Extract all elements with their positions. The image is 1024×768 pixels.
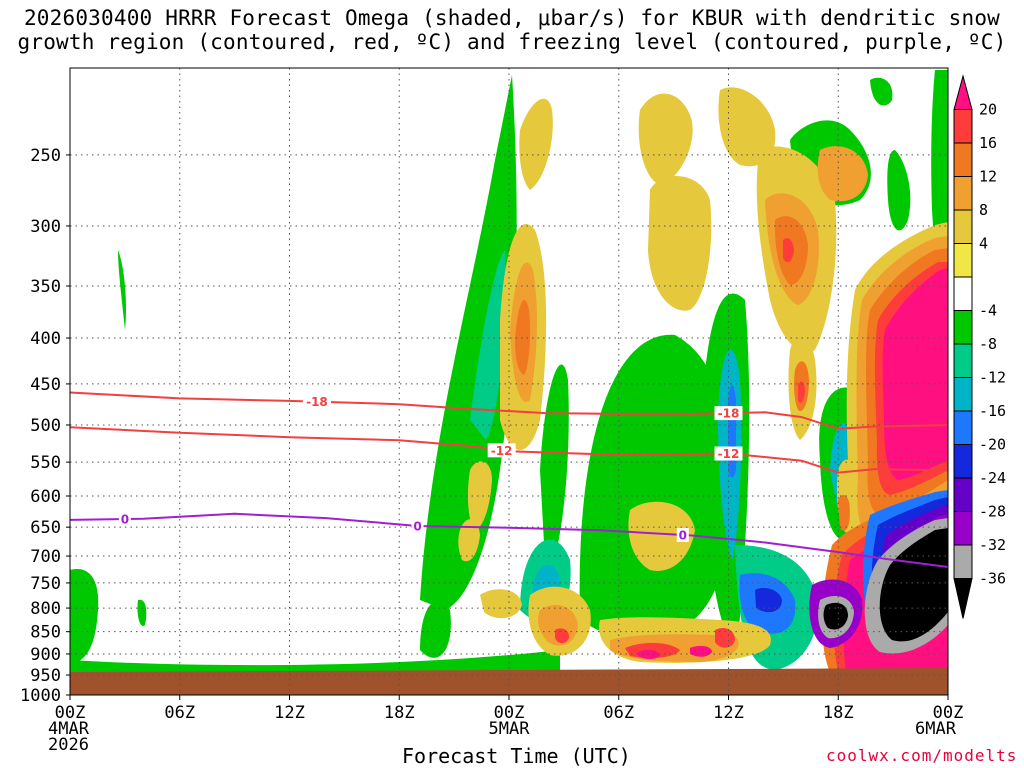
colorbar-label-7: -12 — [979, 369, 1006, 387]
dgz-18-label-bg-1 — [714, 406, 743, 421]
freezing-level-label-1: 0 — [413, 519, 421, 533]
x-tick-label-0-0: 00Z — [55, 703, 86, 723]
x-tick-label-12-0: 12Z — [274, 703, 305, 723]
colorbar-label-8: -16 — [979, 402, 1006, 420]
dgz-18-label-0: -18 — [306, 395, 328, 409]
x-tick-label-30-0: 06Z — [603, 703, 634, 723]
y-tick-label-750: 750 — [30, 574, 61, 594]
colorbar: 20 16 12 8 4 -4 -8 -12 -16 -20 -24 -28 -32 -36 — [953, 74, 1006, 619]
freezing-level-label-bg-0 — [118, 512, 131, 527]
dgz-12-label-bg-0 — [487, 443, 516, 458]
title-line-2: growth region (contoured, red, ºC) and f… — [17, 30, 1007, 54]
colorbar-label-3: 8 — [979, 201, 988, 219]
colorbar-segment-11 — [953, 444, 973, 479]
y-tick-label-850: 850 — [30, 623, 61, 643]
colorbar-label-2: 12 — [979, 168, 997, 186]
colorbar-label-0: 20 — [979, 101, 997, 119]
colorbar-segment-4 — [953, 209, 973, 244]
colorbar-label-6: -8 — [979, 335, 997, 353]
dgz-12-label-1: -12 — [718, 447, 740, 461]
x-tick-label-42-0: 18Z — [823, 703, 854, 723]
colorbar-segment-5 — [953, 243, 973, 278]
y-tick-label-1000: 1000 — [20, 686, 61, 706]
y-tick-label-500: 500 — [30, 416, 61, 436]
dgz-18-line — [69, 391, 949, 430]
freezing-level-label-2: 0 — [679, 528, 687, 542]
dgz-12-line — [69, 426, 949, 474]
y-tick-label-800: 800 — [30, 599, 61, 619]
plot-frame — [69, 67, 949, 696]
colorbar-segment-3 — [953, 176, 973, 211]
colorbar-segment-10 — [953, 410, 973, 445]
colorbar-label-13: -36 — [979, 570, 1006, 588]
dgz-12-label-0: -12 — [491, 444, 513, 458]
contour-lines: -18 -18 -12 -12 0 0 0 — [69, 391, 949, 568]
colorbar-segment-2 — [953, 142, 973, 177]
x-tick-label-48-0: 00Z — [933, 703, 964, 723]
colorbar-segment-7 — [953, 310, 973, 345]
colorbar-segment-1 — [953, 109, 973, 144]
colorbar-segment-13 — [953, 511, 973, 546]
credit-link[interactable]: coolwx.com/modelts — [826, 746, 1018, 765]
colorbar-label-12: -32 — [979, 536, 1006, 554]
x-tick-label-18-0: 18Z — [384, 703, 415, 723]
colorbar-label-1: 16 — [979, 134, 997, 152]
x-tick-label-24-0: 00Z — [494, 703, 525, 723]
dgz-18-label-1: -18 — [718, 407, 740, 421]
freezing-level-label-bg-1 — [411, 518, 424, 533]
y-tick-label-400: 400 — [30, 329, 61, 349]
y-tick-label-700: 700 — [30, 547, 61, 567]
colorbar-segment-14 — [953, 544, 973, 579]
colorbar-label-10: -24 — [979, 469, 1006, 487]
x-tick-label-48-1: 6MAR — [915, 719, 957, 739]
colorbar-label-5: -4 — [979, 302, 997, 320]
freezing-level-label-0: 0 — [121, 513, 129, 527]
x-tick-label-0-2: 2026 — [48, 735, 89, 755]
y-tick-label-350: 350 — [30, 277, 61, 297]
y-tick-label-450: 450 — [30, 375, 61, 395]
x-tick-label-0-1: 4MAR — [48, 719, 90, 739]
colorbar-segment-12 — [953, 477, 973, 512]
y-tick-label-250: 250 — [30, 146, 61, 166]
freezing-level-label-bg-2 — [676, 527, 689, 542]
terrain — [70, 668, 948, 695]
colorbar-label-11: -28 — [979, 503, 1006, 521]
y-tick-label-950: 950 — [30, 666, 61, 686]
omega-shading — [70, 70, 948, 695]
chart-title: 2026030400 HRRR Forecast Omega (shaded, … — [0, 6, 1024, 54]
colorbar-label-9: -20 — [979, 436, 1006, 454]
freezing-level-line — [69, 512, 949, 568]
y-tick-label-650: 650 — [30, 518, 61, 538]
colorbar-segment-8 — [953, 343, 973, 378]
colorbar-segment-9 — [953, 377, 973, 412]
dgz-18-label-bg-0 — [302, 394, 331, 409]
colorbar-top-arrow — [953, 74, 973, 110]
colorbar-bottom-arrow — [953, 578, 973, 619]
x-tick-label-36-0: 12Z — [713, 703, 744, 723]
y-tick-label-600: 600 — [30, 487, 61, 507]
axes: 2503003504004505005506006507007508008509… — [20, 146, 963, 755]
colorbar-segment-6 — [953, 276, 973, 311]
dgz-12-label-bg-1 — [714, 446, 743, 461]
y-tick-label-300: 300 — [30, 217, 61, 237]
colorbar-label-4: 4 — [979, 235, 988, 253]
x-axis-label: Forecast Time (UTC) — [402, 744, 631, 768]
x-tick-label-6-0: 06Z — [164, 703, 195, 723]
y-tick-label-550: 550 — [30, 453, 61, 473]
x-tick-label-24-1: 5MAR — [489, 719, 531, 739]
title-line-1: 2026030400 HRRR Forecast Omega (shaded, … — [23, 6, 1001, 30]
y-tick-label-900: 900 — [30, 645, 61, 665]
